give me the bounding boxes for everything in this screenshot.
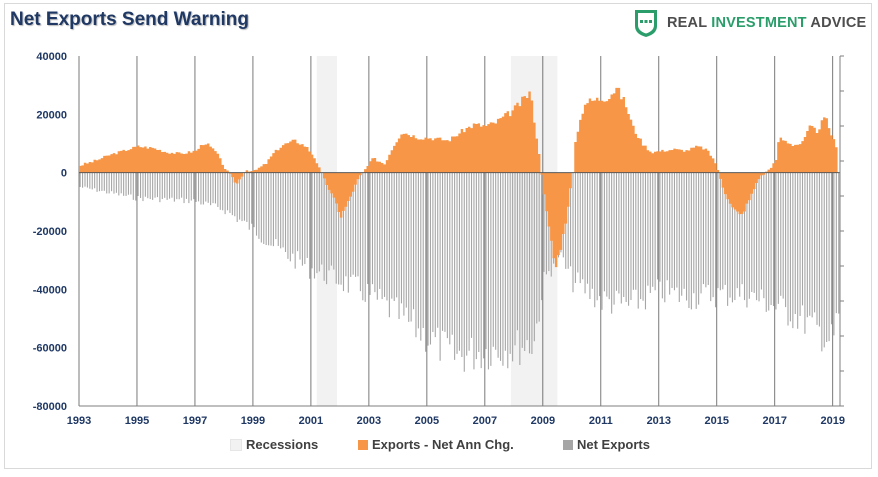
x-tick-label: 2011 xyxy=(589,415,613,427)
brand-logo: REAL INVESTMENT ADVICE xyxy=(633,8,866,38)
y-tick-label: 20000 xyxy=(36,109,67,121)
x-tick-label: 1999 xyxy=(241,415,265,427)
legend-swatch-net-exports xyxy=(563,439,573,450)
x-tick-label: 2017 xyxy=(763,415,787,427)
brand-word-real: REAL xyxy=(667,15,708,31)
brand-word-advice: ADVICE xyxy=(810,15,867,31)
legend-item-exports: Exports - Net Ann Chg. xyxy=(358,437,514,452)
x-tick-label: 1995 xyxy=(125,415,149,427)
legend-item-recessions: Recessions xyxy=(230,437,318,452)
y-tick-label: 0 xyxy=(61,168,67,180)
chart-legend: Recessions Exports - Net Ann Chg. Net Ex… xyxy=(0,437,878,457)
legend-label-exports: Exports - Net Ann Chg. xyxy=(372,437,514,452)
brand-name: REAL INVESTMENT ADVICE xyxy=(667,15,866,31)
x-tick-label: 2005 xyxy=(415,415,439,427)
brand-word-investment: INVESTMENT xyxy=(711,15,807,31)
y-tick-label: 40000 xyxy=(36,51,67,63)
x-tick-label: 2013 xyxy=(647,415,671,427)
x-tick-label: 2015 xyxy=(705,415,729,427)
legend-swatch-exports xyxy=(358,439,368,450)
x-tick-label: 2007 xyxy=(473,415,497,427)
y-tick-label: -80000 xyxy=(33,401,67,413)
x-tick-label: 2019 xyxy=(821,415,845,427)
x-tick-label: 1997 xyxy=(183,415,207,427)
x-tick-label: 2003 xyxy=(357,415,381,427)
x-tick-label: 2001 xyxy=(299,415,323,427)
chart-title: Net Exports Send Warning xyxy=(10,9,249,30)
y-tick-label: -20000 xyxy=(33,226,67,238)
exports-area xyxy=(79,87,838,268)
legend-item-net-exports: Net Exports xyxy=(563,437,650,452)
y-tick-label: -60000 xyxy=(33,343,67,355)
x-tick-label: 2009 xyxy=(531,415,555,427)
shield-icon xyxy=(635,10,657,37)
legend-label-recessions: Recessions xyxy=(246,437,319,452)
legend-label-net-exports: Net Exports xyxy=(577,437,650,452)
legend-swatch-recessions xyxy=(230,438,242,451)
y-tick-label: -40000 xyxy=(33,284,67,296)
x-tick-label: 1993 xyxy=(67,415,91,427)
